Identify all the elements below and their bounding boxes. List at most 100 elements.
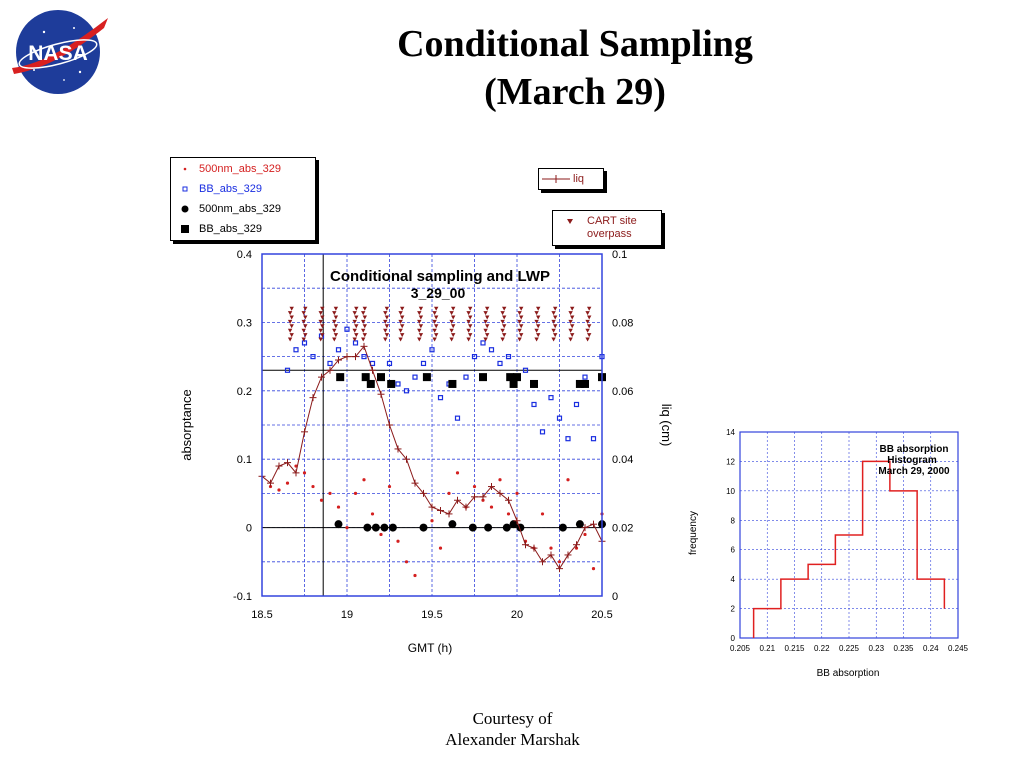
slide-title: Conditional Sampling (March 29) — [300, 20, 850, 116]
bb-abs-sample-point — [361, 373, 370, 382]
cart-overpass-marker — [303, 333, 308, 338]
bb-abs-point — [386, 360, 393, 367]
liq-point — [454, 496, 461, 504]
cart-overpass-marker — [318, 337, 323, 342]
cart-overpass-marker — [384, 333, 390, 338]
y-tick-label: 0.1 — [237, 454, 252, 466]
credit-line1: Courtesy of — [472, 709, 553, 728]
cart-overpass-marks — [301, 306, 308, 342]
cart-overpass-marker — [303, 306, 308, 311]
liq-point — [522, 541, 529, 549]
cart-overpass-marker — [519, 324, 524, 329]
legend-label: BB_abs_329 — [199, 183, 262, 195]
500nm-abs-point — [489, 505, 494, 509]
500nm-abs-point — [353, 491, 358, 495]
cart-overpass-marker — [361, 319, 366, 324]
histogram-title-block: BB absorption Histogram March 29, 2000 — [878, 444, 950, 477]
cart-overpass-marker — [534, 328, 539, 333]
bb-abs-point — [590, 436, 597, 442]
cart-overpass-marker — [400, 333, 405, 338]
liq-point — [352, 353, 359, 361]
cart-overpass-marker — [320, 333, 325, 338]
bb-abs-sample-point — [387, 379, 396, 388]
legend-item: CART site overpass — [553, 211, 661, 241]
liq-point — [488, 483, 495, 491]
cart-overpass-marker — [485, 333, 490, 338]
cart-overpass-marker — [551, 337, 556, 342]
cart-overpass-marker — [432, 319, 437, 324]
bb-abs-point — [412, 374, 418, 380]
liq-point — [496, 489, 504, 497]
cart-overpass-marker — [354, 333, 359, 338]
liq-point — [318, 373, 325, 381]
cart-overpass-marker — [468, 324, 473, 329]
cart-overpass-marks — [551, 306, 558, 342]
bb-abs-point — [344, 326, 350, 332]
cart-overpass-marker — [587, 333, 592, 338]
hist-x-tick-label: 0.235 — [893, 644, 914, 653]
triangle-marker-icon — [553, 215, 587, 226]
histogram-subtitle-line2: March 29, 2000 — [878, 466, 950, 477]
bb-abs-point — [403, 388, 410, 394]
cart-overpass-marker — [362, 324, 367, 329]
legend-item: liq — [539, 169, 603, 189]
500nm-abs-point — [549, 546, 553, 550]
cart-overpass-marker — [536, 306, 541, 311]
liq-point — [479, 493, 487, 501]
500nm-abs-point — [362, 478, 366, 482]
legend-label: 500nm_abs_329 — [199, 163, 281, 175]
hist-x-tick-label: 0.23 — [868, 644, 884, 653]
cart-overpass-marker — [432, 328, 437, 333]
legend-label: liq — [573, 173, 585, 185]
cart-overpass-marker — [289, 306, 294, 311]
cart-overpass-marker — [519, 306, 524, 311]
cart-overpass-marker — [500, 311, 505, 316]
bb-abs-sample-point — [336, 373, 345, 382]
x-tick-label: 19.5 — [421, 609, 442, 621]
x-tick-label: 20 — [511, 609, 523, 621]
bb-abs-sample-point — [377, 373, 385, 382]
bb-abs-sample-point — [366, 379, 375, 388]
bb-abs-point — [420, 360, 427, 367]
cart-overpass-marker — [354, 306, 359, 311]
legend-label: CART site overpass — [587, 215, 637, 241]
bb-abs-point — [454, 415, 461, 421]
cart-overpass-marker — [289, 324, 294, 329]
cart-overpass-marker — [320, 315, 325, 320]
hist-y-tick-label: 2 — [731, 605, 736, 614]
liq-point — [377, 390, 385, 398]
bb-abs-sample-point — [448, 379, 457, 388]
500nm-abs-point — [540, 512, 545, 516]
y2-tick-label: 0 — [612, 591, 618, 603]
hist-y-tick-label: 12 — [726, 457, 735, 466]
bb-abs-point — [565, 436, 571, 442]
bb-abs-point — [480, 340, 486, 346]
cart-overpass-marker — [318, 311, 323, 316]
bb-abs-point — [548, 395, 554, 401]
cart-overpass-marker — [417, 311, 422, 316]
cart-overpass-marks — [585, 306, 592, 342]
cart-overpass-marks — [383, 306, 390, 342]
cart-overpass-marker — [517, 337, 522, 342]
cart-overpass-marker — [432, 311, 437, 316]
cart-overpass-marks — [500, 306, 507, 342]
cart-overpass-marker — [333, 315, 339, 320]
liq-point — [462, 503, 470, 511]
liq-point — [530, 544, 538, 552]
bb-abs-point — [556, 415, 563, 421]
cart-overpass-marker — [517, 328, 522, 333]
x-tick-label: 18.5 — [251, 609, 272, 621]
big-dot-marker-icon — [171, 204, 199, 214]
slide-title-line2: (March 29) — [484, 71, 666, 113]
liq-point — [471, 493, 478, 501]
cart-overpass-marker — [568, 328, 573, 333]
legend-item: 500nm_abs_329 — [171, 199, 315, 219]
legend-item: BB_abs_329 — [171, 219, 315, 239]
hist-x-tick-label: 0.225 — [839, 644, 860, 653]
liq-point — [360, 342, 368, 350]
nasa-logo-swoosh — [12, 18, 108, 74]
cart-overpass-marker — [500, 328, 505, 333]
hist-x-tick-label: 0.22 — [814, 644, 830, 653]
cart-overpass-marker — [483, 311, 488, 316]
